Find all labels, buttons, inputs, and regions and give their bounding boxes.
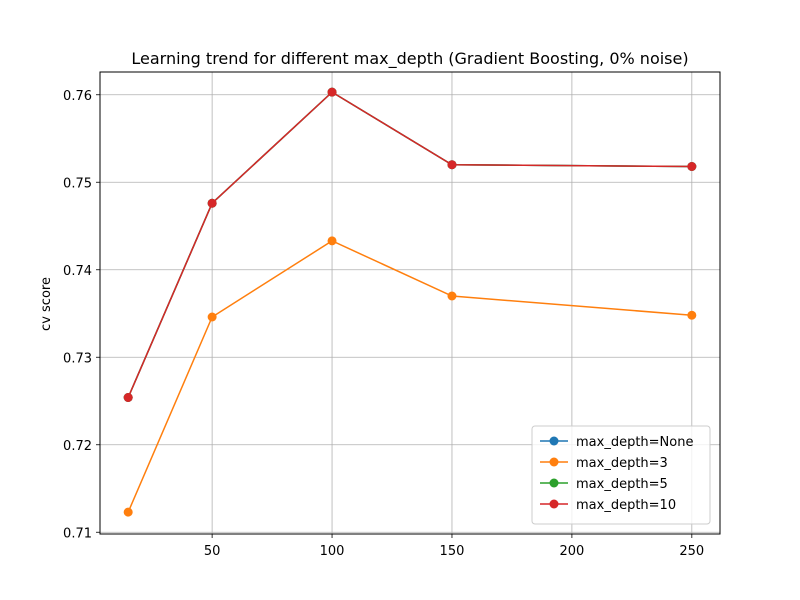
legend-label: max_depth=None (576, 435, 693, 450)
legend-marker (549, 499, 559, 509)
series-layer (123, 87, 697, 517)
legend: max_depth=None max_depth=3 max_depth=5 max_… (531, 425, 711, 525)
data-point (447, 160, 457, 170)
x-tick-label: 150 (440, 544, 465, 559)
legend-marker (549, 457, 559, 467)
legend-marker (549, 436, 559, 446)
data-point (327, 236, 337, 246)
ticks: 50 100 150 200 250 0.71 0.72 0.73 0.74 0.75 0.76 (63, 89, 704, 559)
grid (100, 72, 720, 534)
data-point (207, 312, 217, 322)
x-tick-label: 250 (679, 544, 704, 559)
y-tick-label: 0.75 (63, 176, 92, 191)
legend-box (531, 425, 711, 525)
x-tick-label: 200 (559, 544, 584, 559)
x-tick-label: 100 (320, 544, 345, 559)
data-point (447, 291, 457, 301)
legend-marker (549, 478, 559, 488)
legend-label: max_depth=3 (576, 456, 668, 471)
data-point (123, 507, 133, 517)
data-point (123, 393, 133, 402)
y-tick-label: 0.76 (63, 89, 92, 104)
y-tick-label: 0.73 (63, 351, 92, 366)
legend-label: max_depth=10 (576, 498, 676, 513)
plot-frame (99, 71, 721, 535)
x-tick-label: 50 (204, 544, 221, 559)
data-point (207, 198, 217, 208)
y-tick-label: 0.71 (63, 526, 92, 541)
data-point (687, 310, 697, 320)
data-point (327, 87, 337, 97)
y-axis-label: cv score (39, 277, 54, 331)
y-tick-label: 0.74 (63, 264, 92, 279)
y-tick-label: 0.72 (63, 439, 92, 454)
series-3 (123, 87, 697, 402)
data-point (687, 162, 697, 171)
chart-title: Learning trend for different max_depth (… (131, 49, 688, 69)
legend-label: max_depth=5 (576, 477, 668, 492)
series-1 (123, 236, 697, 517)
